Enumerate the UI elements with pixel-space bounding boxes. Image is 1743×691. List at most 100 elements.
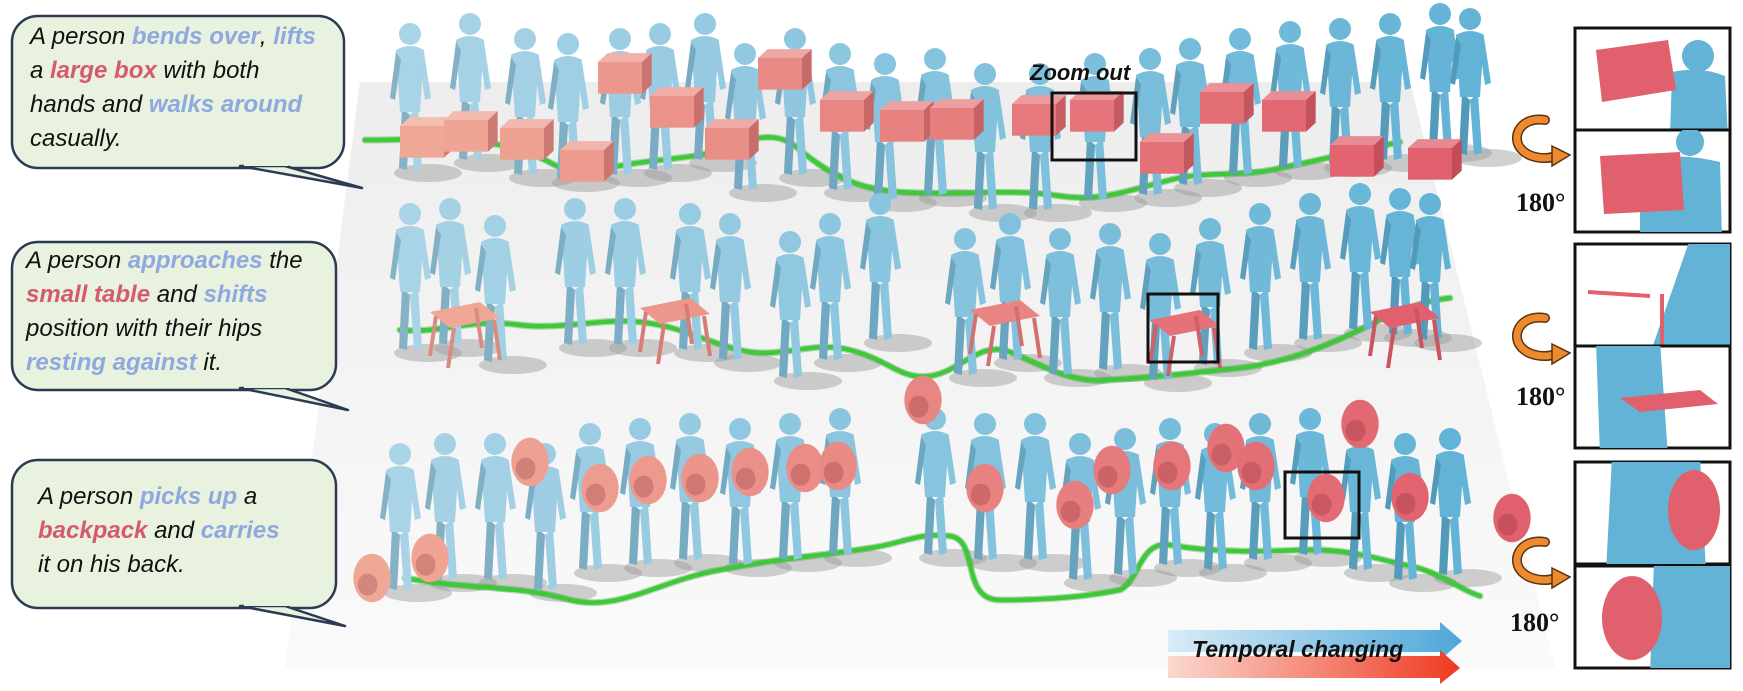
- head: [679, 203, 701, 225]
- box-side: [1056, 95, 1066, 136]
- leg-right: [1405, 518, 1417, 580]
- head: [829, 43, 851, 65]
- caption-text: A person: [26, 247, 128, 274]
- rotate-arrow-stroke: [1513, 116, 1560, 162]
- arm-right: [1369, 452, 1381, 500]
- human-figure-row3: [475, 433, 516, 580]
- arm-right: [1089, 462, 1101, 510]
- box-side: [1374, 136, 1384, 177]
- leg-right: [690, 498, 702, 560]
- head: [874, 53, 896, 75]
- torso: [1046, 251, 1074, 317]
- leg-left: [579, 508, 590, 570]
- torso: [481, 456, 509, 522]
- box-top: [930, 99, 984, 108]
- leg-right: [840, 493, 852, 555]
- zoom-panel-content: [1602, 566, 1730, 668]
- leg-right: [1080, 518, 1092, 580]
- caption-text: ,: [259, 23, 274, 50]
- action-keyword: carries: [200, 517, 280, 544]
- head: [1029, 63, 1051, 85]
- bubble-text-backpack: A person picks up a backpack and carries i…: [38, 480, 280, 582]
- figure-shadow: [394, 344, 462, 362]
- arm-left: [430, 227, 441, 275]
- table-leg: [1194, 315, 1204, 357]
- arm-right: [454, 462, 466, 510]
- table-leg: [1432, 319, 1442, 361]
- leg-right: [1240, 113, 1252, 175]
- box-top: [444, 111, 498, 120]
- head: [1439, 428, 1461, 450]
- arm-right: [584, 227, 596, 275]
- head: [1084, 53, 1106, 75]
- leg-right: [795, 113, 807, 175]
- box-top: [400, 117, 454, 126]
- arm-right: [1349, 47, 1361, 95]
- head: [1249, 203, 1271, 225]
- caption-text: hands and: [30, 91, 149, 118]
- backpack-object: [904, 375, 942, 425]
- caption-text: and: [147, 517, 201, 544]
- arm-right: [1119, 252, 1131, 300]
- arm-right: [1069, 257, 1081, 305]
- caption-text: A person: [38, 483, 140, 510]
- caption-text: A person: [30, 23, 132, 50]
- leg-right: [400, 528, 412, 590]
- box-front: [1140, 142, 1184, 174]
- rotation-arrows: [1512, 114, 1572, 590]
- leg-right: [1215, 508, 1227, 570]
- head: [829, 408, 851, 430]
- arm-right: [409, 472, 421, 520]
- box-front: [930, 108, 974, 140]
- box-object: [500, 119, 554, 160]
- arm-left: [1340, 212, 1351, 260]
- head: [999, 213, 1021, 235]
- caption-text: a: [30, 57, 51, 84]
- arm-right: [739, 242, 751, 290]
- arm-left: [945, 257, 956, 305]
- torso: [554, 56, 582, 122]
- head: [649, 23, 671, 45]
- leg-right: [1450, 513, 1462, 575]
- torso: [1416, 216, 1444, 282]
- box-front: [598, 62, 642, 94]
- leg-left: [1204, 508, 1215, 570]
- head: [1299, 408, 1321, 430]
- table-object: [638, 298, 712, 365]
- torso: [866, 216, 894, 282]
- leg-right: [985, 498, 997, 560]
- rotation-label-3: 180°: [1510, 608, 1560, 637]
- table-leg: [1148, 323, 1158, 365]
- leg-right: [1470, 93, 1482, 155]
- arm-left: [570, 452, 581, 500]
- zoom-panel-content: [1596, 346, 1718, 448]
- torso: [456, 36, 484, 102]
- arm-left: [1170, 67, 1181, 115]
- leg-left: [1249, 288, 1260, 350]
- table-top: [970, 300, 1040, 326]
- backpack-pocket: [790, 463, 811, 486]
- backpack-object: [819, 441, 857, 491]
- head: [399, 203, 421, 225]
- arm-left: [425, 462, 436, 510]
- torso: [691, 36, 719, 102]
- human-figure-row3: [1430, 428, 1471, 575]
- object-keyword: backpack: [38, 517, 148, 544]
- figure-shadow: [774, 372, 842, 390]
- backpack-pocket: [735, 467, 756, 490]
- backpack-pocket: [1311, 493, 1332, 516]
- caption-text: position with their hips: [26, 315, 263, 342]
- arm-right: [1269, 232, 1281, 280]
- leg-left: [1149, 318, 1160, 380]
- leg-right: [1125, 513, 1137, 575]
- leg-left: [829, 493, 840, 555]
- arm-right: [889, 222, 901, 270]
- box-object: [930, 99, 984, 140]
- box-top: [880, 101, 934, 110]
- figure-shadow: [1144, 374, 1212, 392]
- zoom-out-label: Zoom out: [1030, 60, 1131, 85]
- backpack-object: [681, 453, 719, 503]
- arm-left: [1270, 50, 1281, 98]
- leg-right: [1040, 148, 1052, 210]
- trajectory-path-1: [362, 135, 1403, 200]
